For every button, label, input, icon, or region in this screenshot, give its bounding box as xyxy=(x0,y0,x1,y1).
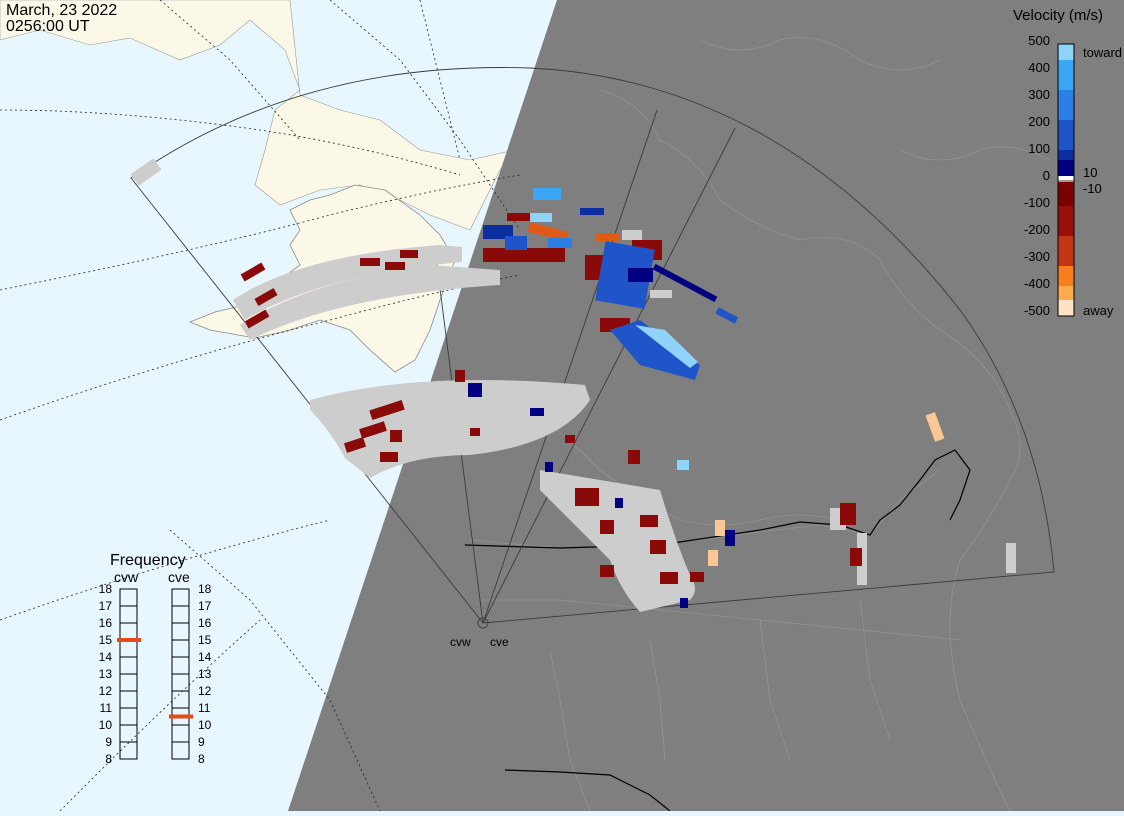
frequency-scale-label: 9 xyxy=(198,735,205,749)
velocity-tick: -100 xyxy=(1024,195,1050,210)
frequency-scale-label: 11 xyxy=(198,701,211,715)
frequency-scale-label: 16 xyxy=(99,616,113,630)
velocity-tick: 500 xyxy=(1028,33,1050,48)
frequency-title: Frequency xyxy=(110,552,186,569)
frequency-scale-label: 18 xyxy=(99,582,113,596)
frequency-marker-cvw xyxy=(117,638,141,642)
velocity-legend-title: Velocity (m/s) xyxy=(1013,7,1103,24)
radar-label-cve: cve xyxy=(490,635,509,649)
velocity-tick: -500 xyxy=(1024,303,1050,318)
frequency-scale-label: 15 xyxy=(99,633,113,647)
frequency-cell xyxy=(119,741,138,760)
velocity-cells-toward xyxy=(468,188,739,608)
night-side xyxy=(288,0,1124,811)
frequency-scale-label: 17 xyxy=(198,599,212,613)
velocity-tick: -300 xyxy=(1024,249,1050,264)
frequency-marker-cve xyxy=(169,714,193,719)
frequency-scale-label: 17 xyxy=(99,599,113,613)
us-canada-border xyxy=(464,449,971,549)
frequency-scale-label: 12 xyxy=(99,684,113,698)
frequency-scale-label: 13 xyxy=(198,667,212,681)
velocity-tick: 100 xyxy=(1028,141,1050,156)
frequency-radar-name: cvw xyxy=(114,569,139,585)
frequency-scale-label: 15 xyxy=(198,633,212,647)
frequency-scale-label: 12 xyxy=(198,684,212,698)
radar-site-marker xyxy=(477,617,489,629)
velocity-tick: -200 xyxy=(1024,222,1050,237)
night-coastlines xyxy=(469,37,1051,812)
velocity-tick: 0 xyxy=(1043,168,1050,183)
land-daylight xyxy=(0,0,516,231)
velocity-tick: -400 xyxy=(1024,276,1050,291)
frequency-scale-label: 14 xyxy=(198,650,212,664)
frequency-cell xyxy=(171,741,190,760)
frequency-scale-label: 13 xyxy=(99,667,113,681)
mexico-border xyxy=(504,769,671,812)
frequency-scale-label: 11 xyxy=(100,701,113,715)
frequency-scale-label: 16 xyxy=(198,616,212,630)
velocity-away-label: away xyxy=(1083,303,1114,318)
velocity-tick: 300 xyxy=(1028,87,1050,102)
frequency-scale-label: 8 xyxy=(105,752,112,766)
velocity-legend: Velocity (m/s) 500 400 300 200 100 0 -10… xyxy=(1013,7,1122,318)
velocity-tick: 200 xyxy=(1028,114,1050,129)
velocity-tick: 10 xyxy=(1083,165,1097,180)
velocity-toward-label: toward xyxy=(1083,45,1122,60)
frequency-scale-label: 10 xyxy=(99,718,113,732)
frequency-scale-label: 10 xyxy=(198,718,212,732)
frequency-scale-label: 9 xyxy=(105,735,112,749)
frequency-scale-label: 8 xyxy=(198,752,205,766)
frequency-radar-name: cve xyxy=(168,569,190,585)
velocity-cells-strong-away xyxy=(527,221,945,566)
time-label: 0256:00 UT xyxy=(6,18,90,35)
date-label: March, 23 2022 xyxy=(6,2,117,19)
frequency-panel: Frequency cvw cve 18 18 17 17 16 16 15 15 14 14 13… xyxy=(99,552,212,766)
velocity-tick: 400 xyxy=(1028,60,1050,75)
frequency-scale-label: 18 xyxy=(198,582,212,596)
velocity-tick: -10 xyxy=(1083,181,1102,196)
frequency-scale-label: 14 xyxy=(99,650,113,664)
radar-label-cvw: cvw xyxy=(450,635,471,649)
